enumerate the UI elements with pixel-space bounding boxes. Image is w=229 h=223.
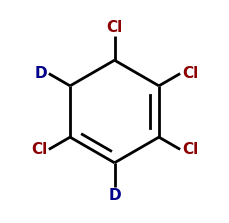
Text: Cl: Cl — [182, 66, 198, 81]
Text: D: D — [34, 66, 47, 81]
Text: Cl: Cl — [182, 142, 198, 157]
Text: Cl: Cl — [106, 20, 123, 35]
Text: D: D — [108, 188, 121, 203]
Text: Cl: Cl — [31, 142, 47, 157]
